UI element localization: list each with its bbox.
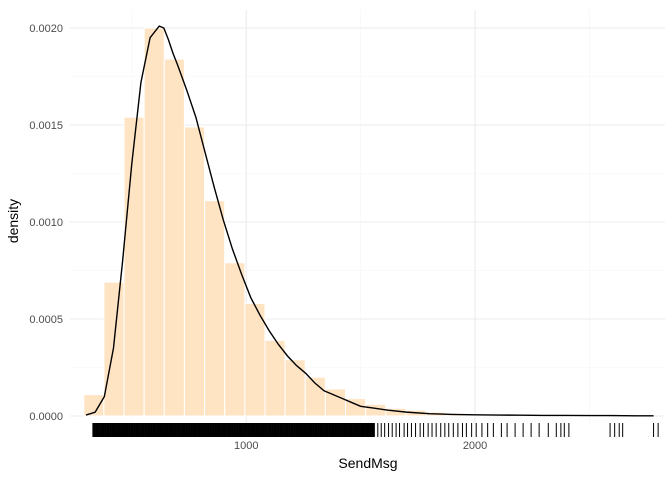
histogram-bar [264, 339, 286, 417]
x-axis-ticks: 1000 2000 [234, 440, 487, 452]
x-tick-label: 1000 [234, 440, 258, 452]
histogram-bar [365, 403, 387, 417]
y-tick-label: 0.0000 [29, 411, 63, 423]
histogram-bar [224, 262, 246, 417]
x-axis-title: SendMsg [338, 455, 397, 471]
y-tick-label: 0.0020 [29, 23, 63, 35]
histogram-bar [183, 126, 206, 417]
x-tick-label: 2000 [463, 440, 487, 452]
y-tick-label: 0.0005 [29, 314, 63, 326]
rug-marks [92, 423, 659, 437]
histogram-bars [83, 27, 608, 417]
histogram-bar [143, 27, 165, 417]
y-axis-title: density [5, 199, 21, 243]
histogram-bar [123, 116, 145, 417]
y-tick-label: 0.0015 [29, 120, 63, 132]
histogram-bar [204, 200, 226, 417]
density-curve [85, 25, 654, 417]
histogram-bar [244, 302, 266, 417]
histogram-bar [284, 359, 306, 417]
histogram-bar [163, 58, 185, 417]
y-tick-label: 0.0010 [29, 217, 63, 229]
y-axis-ticks: 0.0000 0.0005 0.0010 0.0015 0.0020 [29, 23, 63, 423]
